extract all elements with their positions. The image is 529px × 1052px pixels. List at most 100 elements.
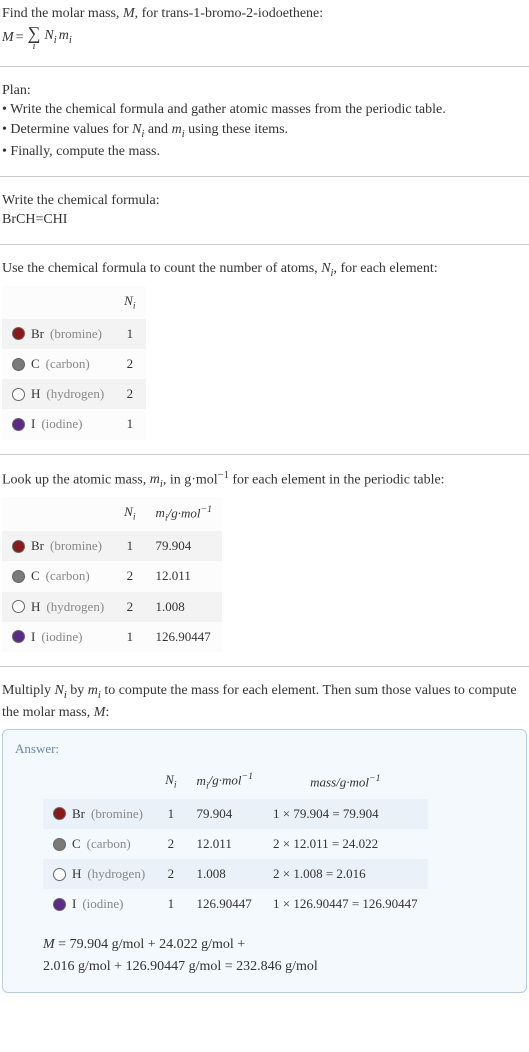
table-row: Br (bromine) 1 [2, 319, 146, 349]
final-equation: M = 79.904 g/mol + 24.022 g/mol + 2.016 … [43, 934, 514, 979]
m-cell: 12.011 [187, 829, 263, 859]
n-cell: 1 [114, 622, 145, 652]
count-pre: Use the chemical formula to count the nu… [2, 261, 321, 276]
hdr-N-sub: i [133, 512, 136, 523]
lookup-post: for each element in the periodic table: [229, 472, 445, 487]
molar-mass-formula: M = ∑ i Ni mi [2, 24, 527, 52]
lookup-section: Look up the atomic mass, mi, in g·mol−1 … [0, 465, 529, 656]
element-swatch-icon [12, 358, 25, 371]
n-cell: 2 [114, 592, 145, 622]
mul-N: N [55, 683, 64, 698]
divider [0, 454, 529, 455]
mass-cell: 1 × 79.904 = 79.904 [263, 799, 428, 829]
mass-cell: 2 × 12.011 = 24.022 [263, 829, 428, 859]
table-header-row: Ni mi/g·mol−1 mass/g·mol−1 [43, 764, 428, 799]
m-cell: 79.904 [187, 799, 263, 829]
lookup-text: Look up the atomic mass, mi, in g·mol−1 … [2, 469, 527, 493]
header-mass: mass/g·mol−1 [263, 764, 428, 799]
hdr-m-exp: −1 [201, 504, 212, 515]
table-header-row: Ni mi/g·mol−1 [2, 497, 222, 532]
count-section: Use the chemical formula to count the nu… [0, 255, 529, 443]
elem-sym: I [72, 895, 76, 913]
hdr-mass-exp: −1 [369, 773, 380, 784]
plan2-post: using these items. [185, 122, 288, 137]
intro-text-post: , for trans-1-bromo-2-iodoethene: [135, 6, 324, 21]
elem-sym: C [31, 355, 40, 373]
plan-bullet-2: • Determine values for Ni and mi using t… [2, 120, 527, 142]
m-cell: 126.90447 [146, 622, 222, 652]
eq-N: N [44, 28, 53, 43]
plan2-mi: mi [172, 122, 185, 137]
element-swatch-icon [53, 807, 66, 820]
m-cell: 1.008 [146, 592, 222, 622]
eq-eq: = [16, 28, 24, 48]
elem-name: (iodine) [41, 415, 82, 433]
m-cell: 79.904 [146, 531, 222, 561]
final-line2: 2.016 g/mol + 126.90447 g/mol = 232.846 … [43, 959, 318, 974]
element-cell: H(hydrogen) [43, 859, 155, 889]
m-cell: 126.90447 [187, 889, 263, 919]
elem-sym: H [72, 865, 81, 883]
mul-mi: mi [88, 683, 101, 698]
elem-sym: I [31, 415, 35, 433]
divider [0, 244, 529, 245]
hdr-m-exp: −1 [242, 771, 253, 782]
multiply-text: Multiply Ni by mi to compute the mass fo… [2, 681, 527, 723]
count-text: Use the chemical formula to count the nu… [2, 259, 527, 281]
element-cell: I (iodine) [2, 409, 114, 439]
mass-cell: 2 × 1.008 = 2.016 [263, 859, 428, 889]
table-row: I(iodine) 1 126.90447 1 × 126.90447 = 12… [43, 889, 428, 919]
mul-p4: : [105, 705, 109, 720]
eq-m: m [59, 28, 69, 43]
table-header-row: Ni [2, 286, 146, 319]
count-post: , for each element: [333, 261, 437, 276]
hdr-N: N [124, 504, 133, 519]
answer-box: Answer: Ni mi/g·mol−1 mass/g·mol−1 Br(br… [2, 729, 527, 993]
elem-name: (bromine) [50, 537, 102, 555]
n-cell: 1 [155, 799, 186, 829]
elem-sym: C [31, 567, 40, 585]
lookup-table: Ni mi/g·mol−1 Br(bromine) 1 79.904 C(car… [2, 497, 222, 652]
plan2-pre: • Determine values for [2, 122, 132, 137]
chemical-formula-section: Write the chemical formula: BrCH=CHI [0, 187, 529, 234]
n-cell: 1 [114, 531, 145, 561]
intro-text-pre: Find the molar mass, [2, 6, 123, 21]
multiply-section: Multiply Ni by mi to compute the mass fo… [0, 677, 529, 997]
n-cell: 2 [114, 379, 145, 409]
hdr-m: m [156, 505, 165, 520]
chem-formula: BrCH=CHI [2, 210, 527, 230]
elem-sym: H [31, 598, 40, 616]
hdr-m-unit: /g·mol [209, 773, 242, 788]
header-Ni: Ni [114, 497, 145, 532]
mul-m: m [88, 683, 98, 698]
elem-name: (bromine) [91, 805, 143, 823]
elem-name: (carbon) [87, 835, 131, 853]
element-swatch-icon [53, 898, 66, 911]
elem-name: (hydrogen) [46, 385, 104, 403]
element-swatch-icon [12, 570, 25, 583]
element-swatch-icon [12, 540, 25, 553]
elem-name: (bromine) [50, 325, 102, 343]
elem-name: (carbon) [46, 355, 90, 373]
n-cell: 1 [155, 889, 186, 919]
table-row: Br(bromine) 1 79.904 [2, 531, 222, 561]
elem-sym: H [31, 385, 40, 403]
plan2-m: m [172, 122, 182, 137]
element-cell: Br (bromine) [2, 319, 114, 349]
n-cell: 1 [114, 319, 145, 349]
hdr-mass-pre: mass/g·mol [310, 774, 369, 789]
n-cell: 2 [155, 859, 186, 889]
eq-Ni: Ni [44, 26, 56, 48]
eq-m-sub: i [69, 35, 72, 46]
elem-name: (hydrogen) [46, 598, 104, 616]
element-cell: I(iodine) [43, 889, 155, 919]
elem-sym: Br [31, 325, 44, 343]
m-cell: 12.011 [146, 561, 222, 591]
divider [0, 666, 529, 667]
divider [0, 66, 529, 67]
final-line1: = 79.904 g/mol + 24.022 g/mol + [55, 937, 246, 952]
count-N: N [321, 261, 330, 276]
count-table: Ni Br (bromine) 1 C (carbon) 2 H (hydrogen)… [2, 286, 146, 440]
answer-table: Ni mi/g·mol−1 mass/g·mol−1 Br(bromine) 1… [43, 764, 428, 919]
element-swatch-icon [12, 630, 25, 643]
